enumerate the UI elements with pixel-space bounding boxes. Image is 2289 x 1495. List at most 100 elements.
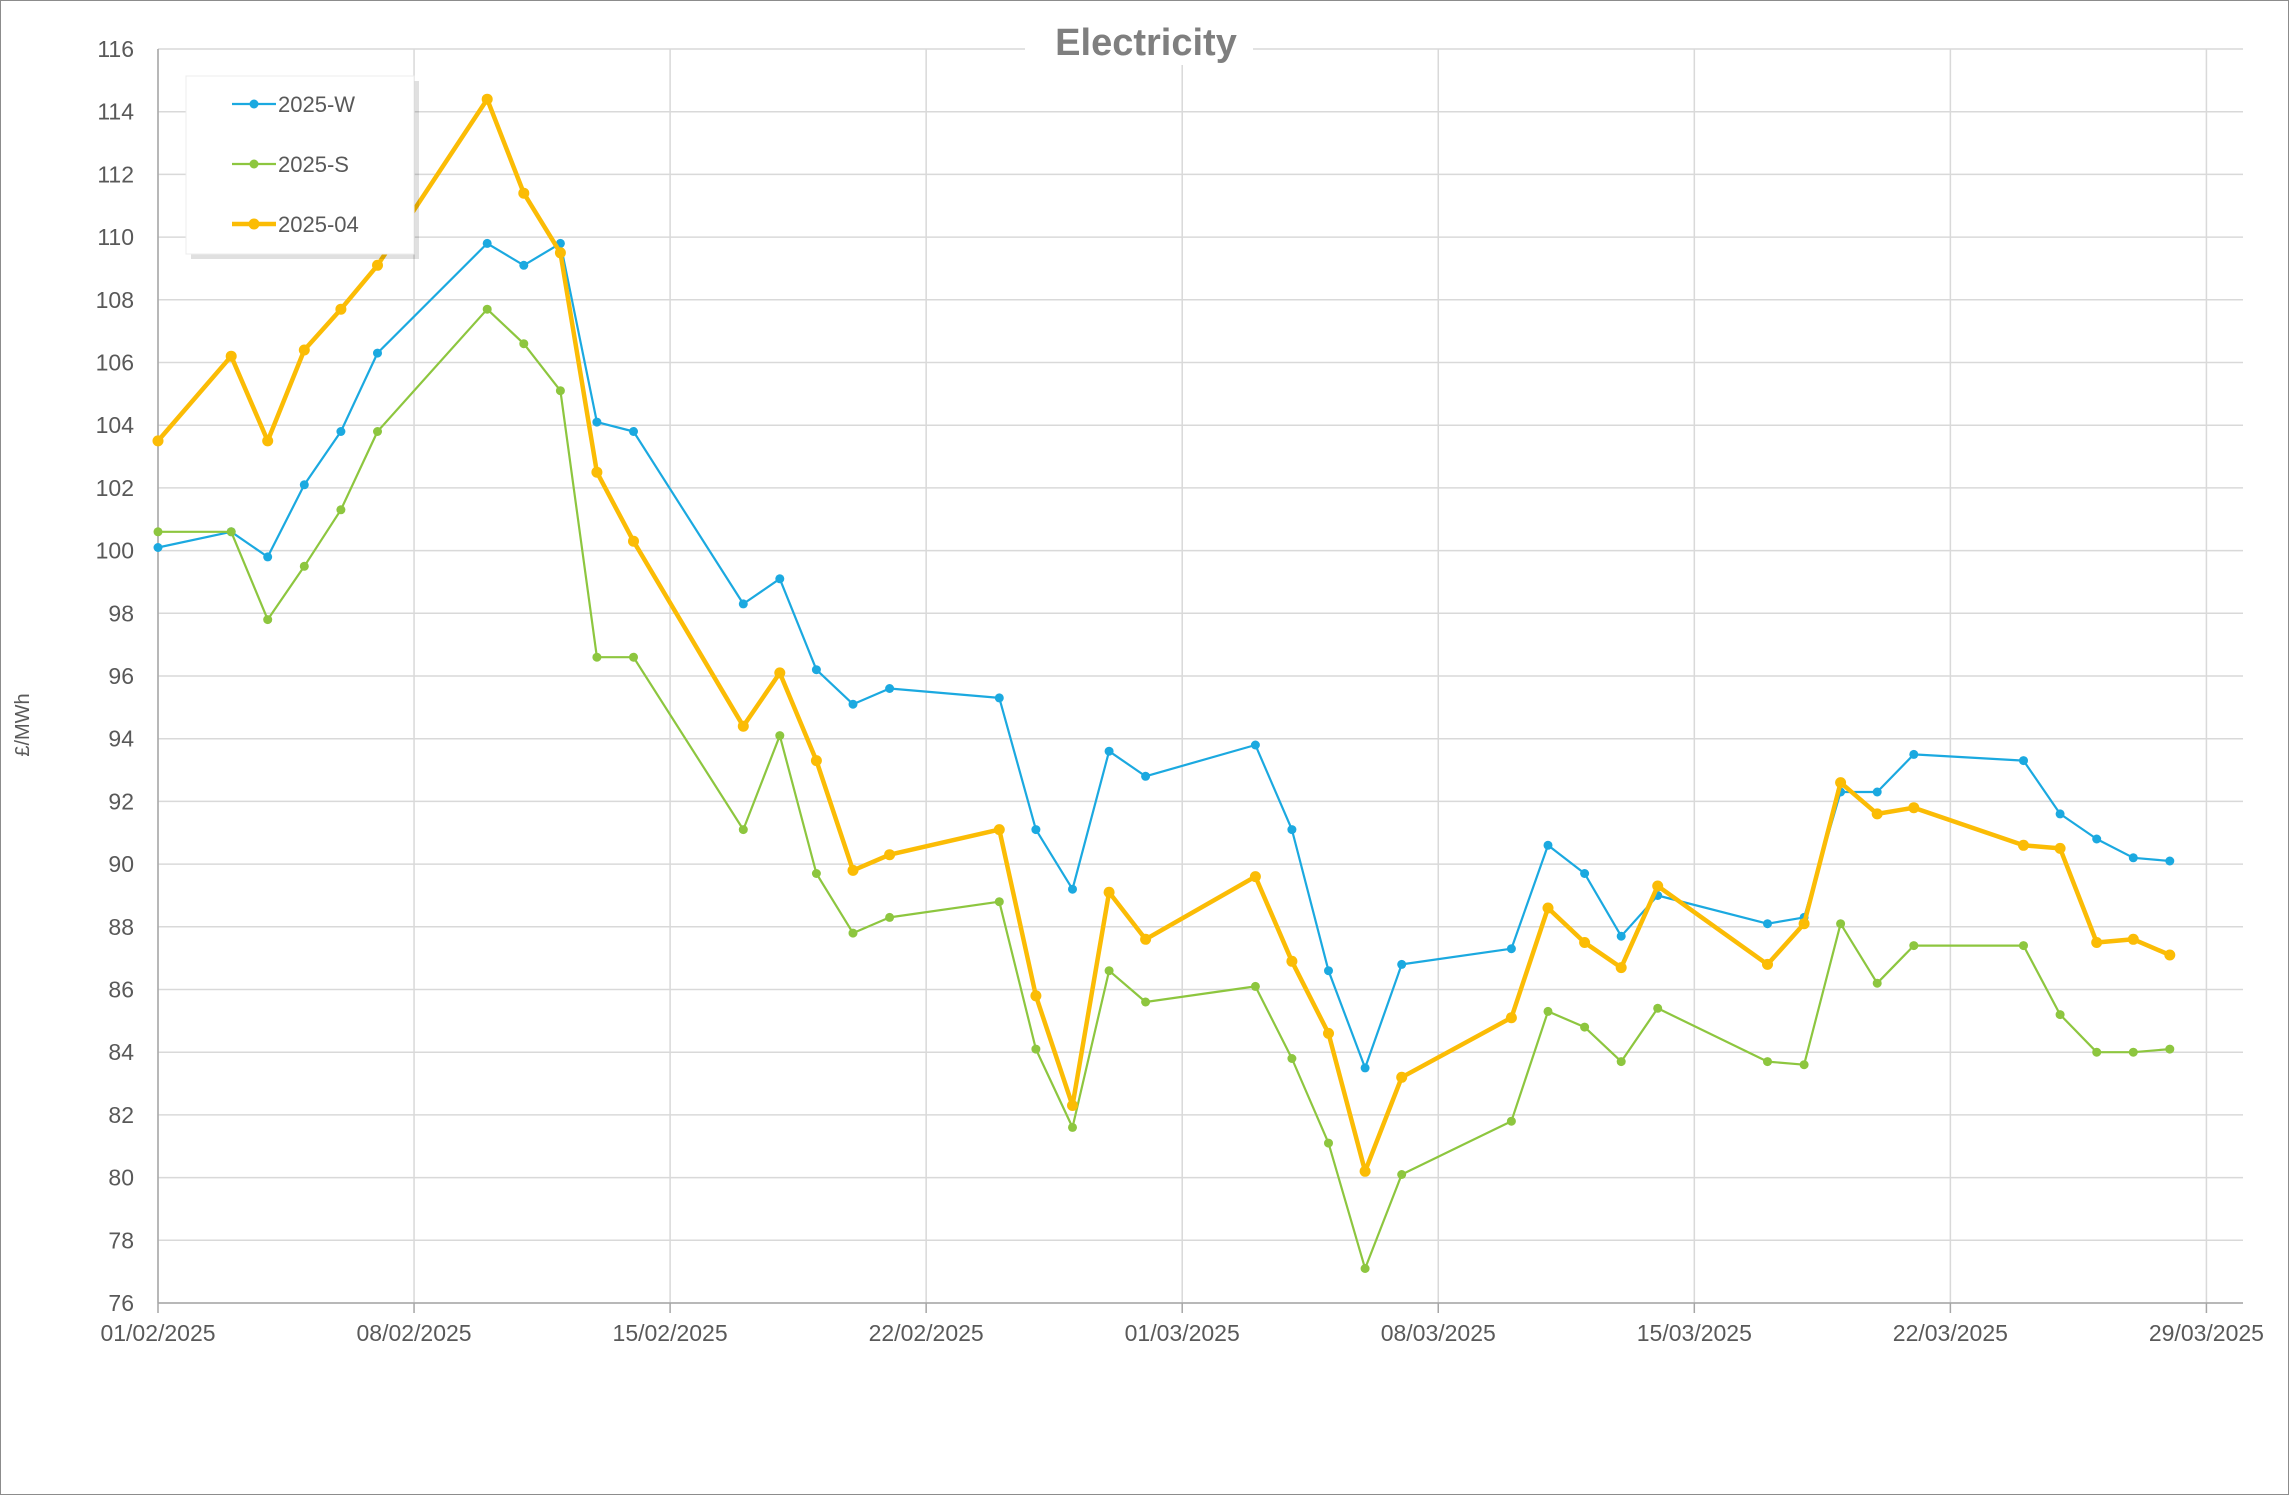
legend-swatch-marker	[249, 99, 259, 109]
data-point-2025-s	[994, 897, 1004, 907]
y-tick-label: 104	[96, 412, 135, 438]
data-point-2025-w	[775, 574, 785, 584]
data-point-2025-04	[2054, 842, 2066, 854]
y-tick-label: 102	[96, 475, 134, 501]
y-tick-label: 90	[108, 851, 134, 877]
data-point-2025-s	[1653, 1003, 1663, 1013]
data-point-2025-s	[1580, 1022, 1590, 1032]
data-point-2025-s	[482, 304, 492, 314]
data-point-2025-w	[2019, 756, 2028, 766]
data-point-2025-s	[2019, 941, 2028, 951]
data-point-2025-04	[1396, 1071, 1408, 1083]
title-background	[1025, 15, 1253, 65]
data-point-2025-w	[1360, 1063, 1370, 1073]
series-2025-w	[153, 238, 2175, 1073]
x-tick-label: 22/02/2025	[869, 1320, 984, 1346]
data-point-2025-s	[1836, 919, 1846, 929]
y-tick-label: 94	[108, 726, 134, 752]
series-2025-04	[152, 93, 2176, 1177]
data-point-2025-04	[1505, 1012, 1517, 1024]
y-axis-title: £/MWh	[12, 693, 34, 756]
data-point-2025-s	[592, 652, 602, 662]
x-tick-label: 08/02/2025	[356, 1320, 471, 1346]
y-tick-label: 100	[96, 538, 134, 564]
data-point-2025-s	[1506, 1116, 1516, 1126]
data-point-2025-s	[373, 427, 382, 436]
data-point-2025-s	[775, 731, 785, 741]
data-point-2025-w	[1580, 869, 1590, 878]
y-tick-label: 110	[97, 224, 134, 250]
data-point-2025-w	[1397, 959, 1407, 969]
data-point-2025-04	[737, 720, 749, 732]
data-point-2025-04	[1762, 958, 1773, 970]
data-point-2025-w	[2165, 856, 2175, 866]
data-point-2025-s	[226, 527, 236, 537]
x-tick-label: 29/03/2025	[2149, 1320, 2264, 1346]
y-tick-label: 88	[108, 914, 134, 940]
data-point-2025-s	[1909, 941, 1919, 951]
data-point-2025-04	[152, 435, 164, 447]
y-tick-label: 76	[108, 1290, 134, 1316]
series-line-2025-w	[156, 242, 2171, 1070]
data-point-2025-04	[1615, 962, 1627, 974]
data-point-2025-w	[848, 699, 858, 709]
data-point-2025-s	[885, 912, 895, 922]
data-point-2025-w	[2092, 834, 2102, 844]
data-point-2025-04	[591, 466, 603, 478]
data-point-2025-04	[774, 667, 786, 679]
data-point-2025-04	[993, 824, 1005, 836]
data-point-2025-w	[299, 480, 309, 490]
y-tick-label: 86	[108, 977, 134, 1003]
data-point-2025-04	[1103, 886, 1115, 898]
legend-box	[185, 75, 415, 255]
legend-items: 2025-W 2025-S 2025-04	[232, 92, 359, 237]
data-point-2025-w	[994, 693, 1004, 703]
data-point-2025-w	[738, 599, 748, 609]
data-point-2025-04	[1835, 777, 1847, 789]
data-point-2025-s	[1397, 1170, 1407, 1179]
data-point-2025-w	[1909, 749, 1919, 759]
gridlines	[157, 48, 2243, 1304]
y-tick-label: 112	[97, 161, 134, 187]
data-point-2025-w	[2055, 809, 2065, 819]
x-tick-labels: 01/02/2025 08/02/2025 15/02/2025 22/02/2025…	[100, 1320, 2264, 1346]
y-tick-labels: 76 78 80 82 84 86 88 90 92 94 96 98 100 102 104 106 108 1…	[96, 36, 135, 1316]
series-line-2025-s	[156, 308, 2171, 1270]
data-point-2025-w	[263, 552, 273, 562]
x-tick-label: 15/03/2025	[1637, 1320, 1752, 1346]
data-point-2025-w	[519, 260, 529, 270]
data-point-2025-04	[1286, 955, 1298, 967]
data-point-2025-s	[1763, 1057, 1772, 1067]
legend: 2025-W 2025-S 2025-04	[185, 75, 419, 259]
data-point-2025-s	[1360, 1264, 1370, 1273]
y-tick-label: 78	[108, 1227, 134, 1253]
data-point-2025-w	[153, 543, 163, 552]
data-point-2025-04	[2091, 937, 2103, 948]
x-tick-label: 15/02/2025	[613, 1320, 728, 1346]
y-tick-label: 92	[108, 788, 134, 814]
series-2025-s	[153, 304, 2175, 1273]
data-point-2025-s	[1616, 1057, 1626, 1067]
data-point-2025-04	[628, 535, 639, 547]
y-tick-label: 106	[96, 350, 134, 376]
legend-label: 2025-S	[278, 152, 349, 177]
data-point-2025-s	[1799, 1060, 1809, 1070]
data-point-2025-w	[1506, 944, 1516, 954]
data-point-2025-s	[263, 615, 273, 625]
data-point-2025-s	[1287, 1054, 1297, 1063]
series-line-2025-04	[155, 96, 2173, 1174]
data-point-2025-w	[1763, 919, 1772, 929]
data-point-2025-s	[629, 652, 638, 662]
data-point-2025-04	[2127, 933, 2139, 945]
data-point-2025-s	[1250, 981, 1260, 991]
data-point-2025-04	[1542, 902, 1554, 914]
data-point-2025-s	[1872, 978, 1882, 988]
data-point-2025-w	[1616, 931, 1626, 941]
data-point-2025-04	[554, 247, 566, 259]
data-point-2025-s	[1031, 1044, 1041, 1054]
data-point-2025-w	[1104, 746, 1114, 756]
data-point-2025-04	[1067, 1100, 1078, 1111]
data-point-2025-04	[884, 849, 896, 861]
legend-swatch-marker	[248, 218, 260, 230]
